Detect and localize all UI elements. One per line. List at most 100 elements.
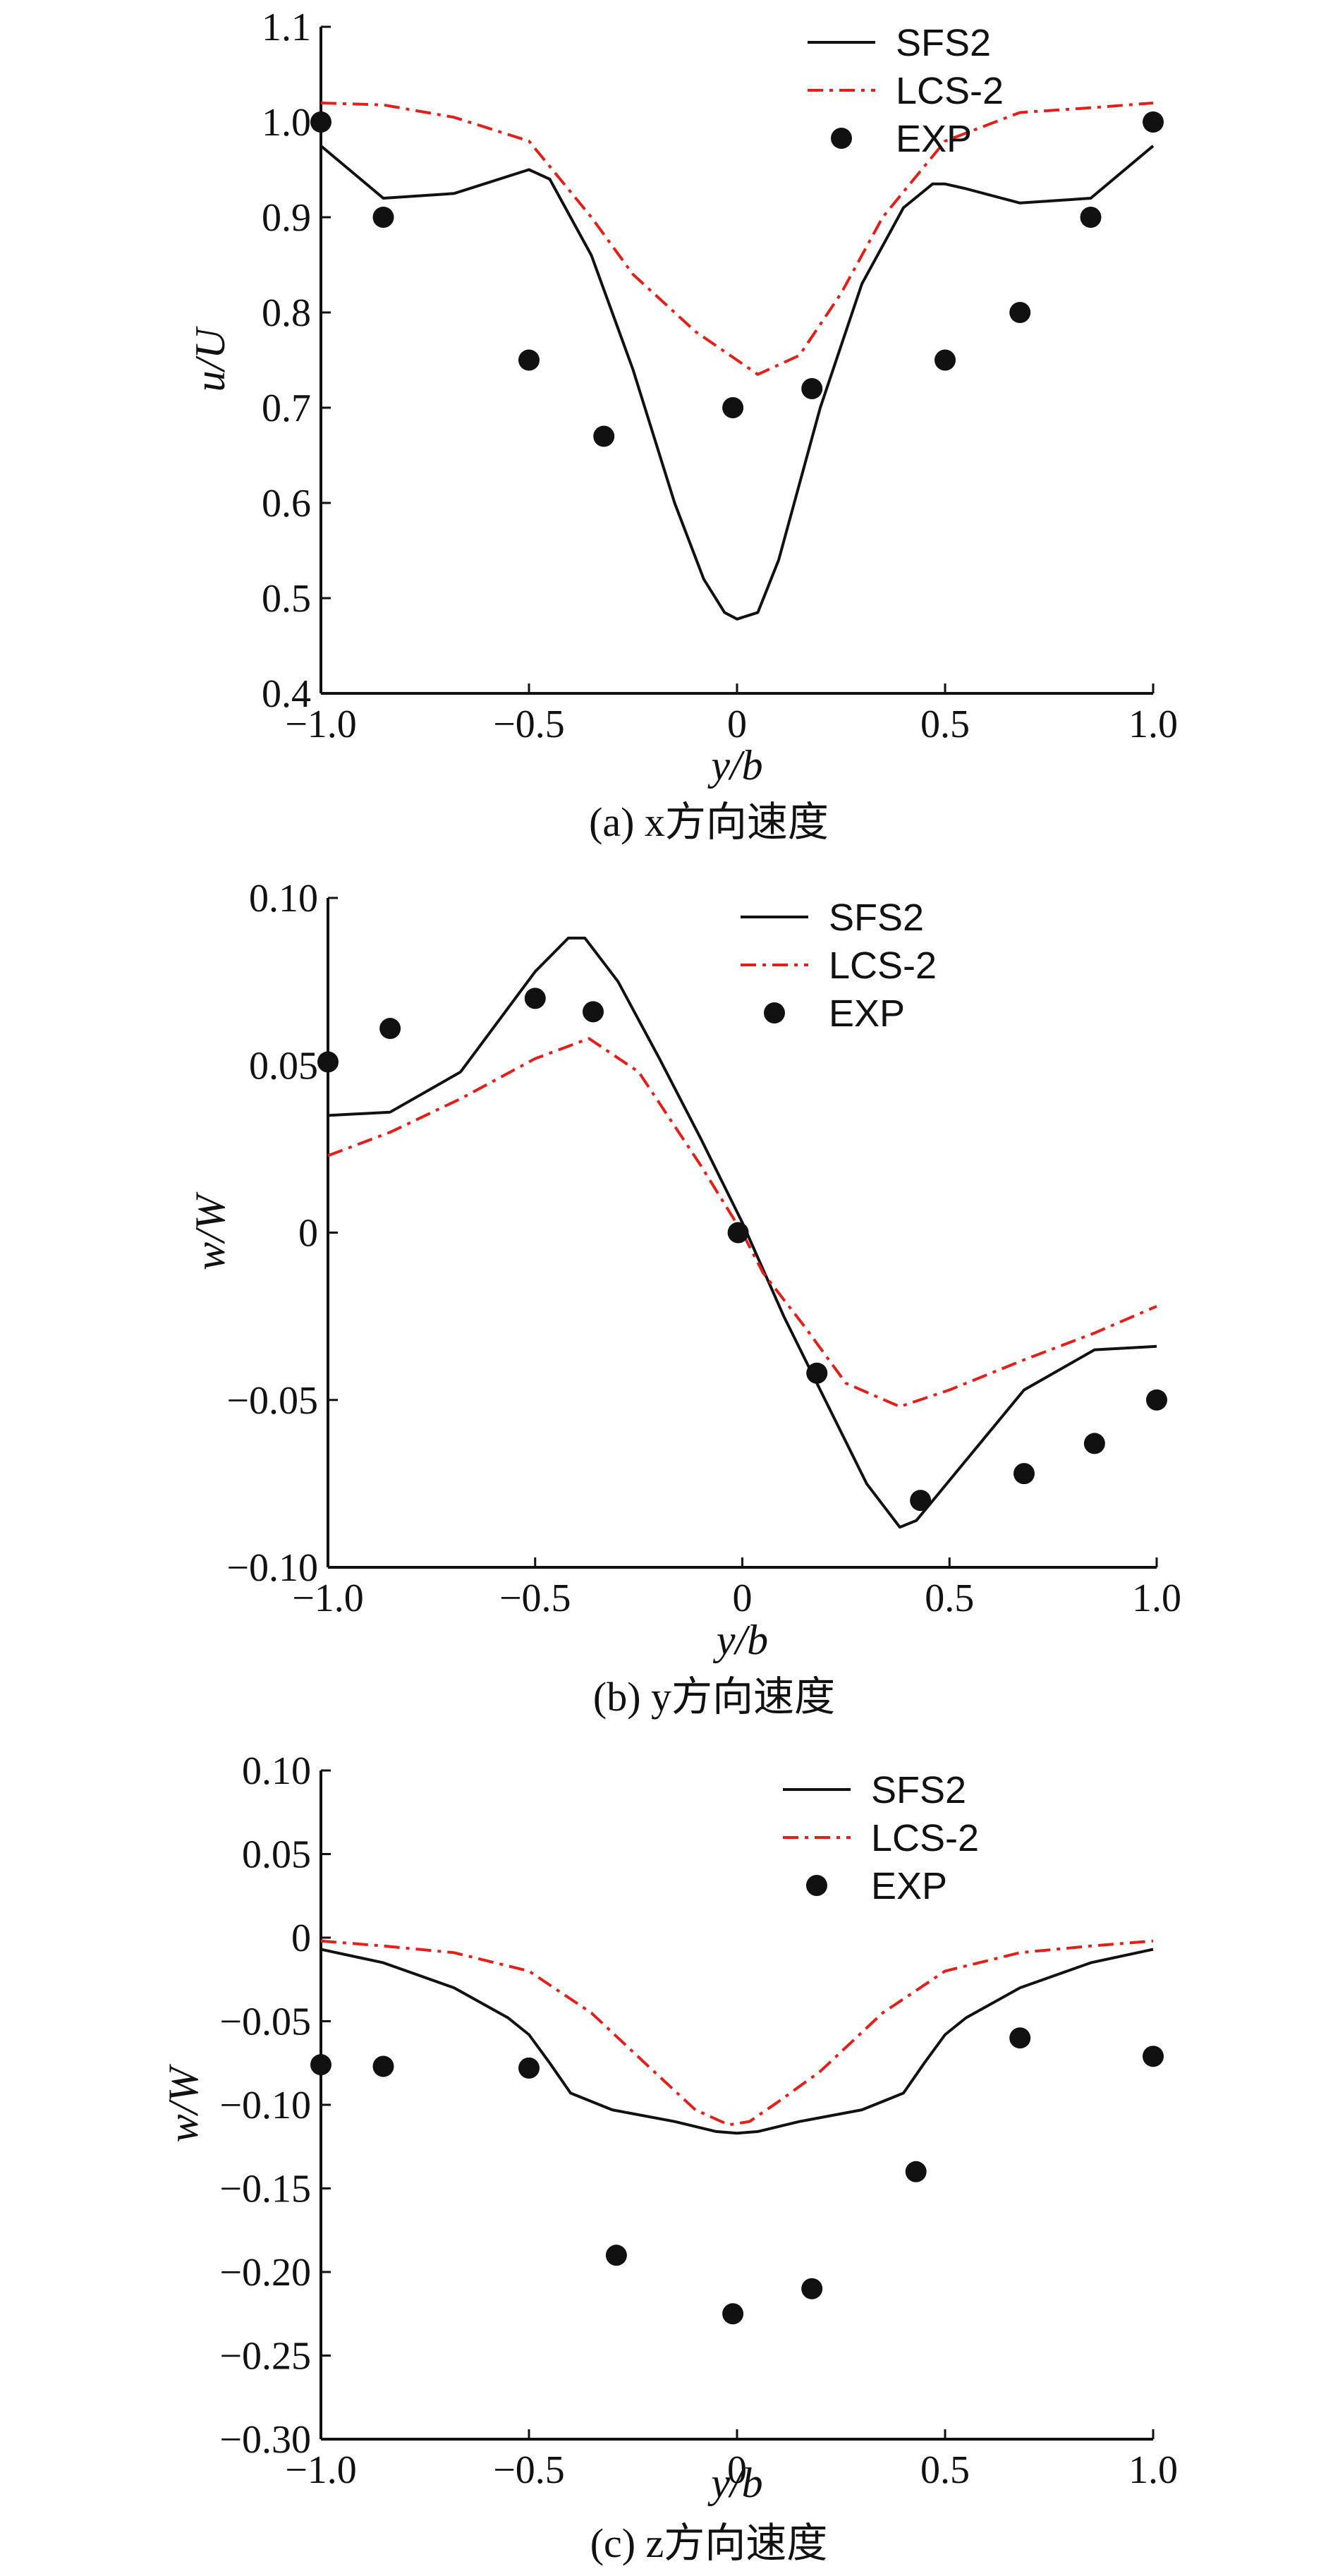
exp-marker: [583, 1001, 604, 1023]
y-tick-label: −0.30: [219, 2418, 311, 2462]
legend-lcs-2-label: LCS-2: [829, 944, 937, 987]
legend-sfs2-label: SFS2: [871, 1769, 966, 1811]
exp-marker: [317, 1051, 339, 1073]
x-tick-label: 0.5: [920, 703, 970, 746]
y-tick-label: 0.7: [262, 387, 311, 430]
legend: SFS2 LCS-2 EXP: [741, 897, 937, 1035]
y-tick-label: −0.15: [219, 2168, 311, 2211]
legend-sfs2-label: SFS2: [829, 897, 924, 939]
exp-marker: [1143, 2046, 1164, 2067]
legend-exp-label: EXP: [871, 1865, 947, 1907]
exp-marker: [605, 2244, 627, 2266]
y-tick-label: 1.0: [262, 101, 311, 145]
y-tick-label: 0: [291, 1916, 311, 1960]
exp-marker: [372, 207, 394, 228]
y-tick-label: 0.8: [262, 291, 311, 335]
y-tick-label: 0.6: [262, 482, 311, 525]
chart-panel-2: −1.0 −0.5 0 0.5 1.0 −0.10 −0.05 0 0.05 0.10 y/b w/W…: [187, 877, 1181, 1720]
legend-exp-swatch: [831, 128, 852, 149]
exp-marker: [727, 1222, 749, 1244]
y-tick-label: 0.05: [249, 1044, 318, 1088]
y-axis-label: w/W: [187, 1191, 233, 1270]
panel-caption: (a) x方向速度: [589, 799, 829, 845]
x-axis-label: y/b: [707, 2460, 762, 2506]
exp-marker: [722, 397, 744, 418]
x-tick-label: 0: [733, 1576, 753, 1620]
x-axis-label: y/b: [712, 1617, 768, 1663]
legend-sfs2-label: SFS2: [896, 22, 991, 64]
y-tick-label: 0.05: [242, 1833, 311, 1877]
y-tick-label: −0.20: [219, 2251, 311, 2295]
legend-exp-swatch: [764, 1002, 785, 1023]
exp-marker: [935, 349, 956, 371]
exp-marker: [801, 378, 823, 399]
legend-exp-label: EXP: [896, 118, 972, 160]
exp-marker: [379, 1018, 401, 1040]
x-tick-label: 1.0: [1132, 1576, 1181, 1620]
x-tick-label: 0: [727, 2448, 747, 2492]
panel-caption: (b) y方向速度: [593, 1674, 835, 1720]
panel-caption: (c) z方向速度: [590, 2520, 828, 2566]
y-tick-label: 0.9: [262, 196, 311, 240]
exp-marker: [1080, 207, 1102, 228]
x-tick-label: 0: [727, 703, 747, 746]
legend: SFS2 LCS-2 EXP: [808, 22, 1004, 160]
y-axis-label: u/U: [187, 326, 233, 392]
x-tick-label: 0.5: [925, 1576, 974, 1620]
sfs2-line: [327, 936, 1157, 1529]
legend-lcs-2-label: LCS-2: [896, 70, 1004, 112]
exp-marker: [910, 1490, 932, 1512]
exp-marker: [593, 425, 615, 447]
x-tick-label: −0.5: [493, 703, 565, 746]
lcs-2-line: [320, 102, 1154, 376]
sfs2-line: [320, 1948, 1154, 2135]
exp-marker: [372, 2055, 394, 2077]
exp-marker: [905, 2161, 927, 2182]
exp-marker: [806, 1362, 828, 1384]
sfs2-line: [319, 145, 1155, 621]
legend-lcs-2-label: LCS-2: [871, 1817, 979, 1859]
chart-panel-1: −1.0 −0.5 0 0.5 1.0 0.4 0.5 0.6 0.7 0.8 0.9 1.0 1.1 y…: [187, 6, 1178, 845]
exp-marker: [1143, 111, 1164, 133]
legend: SFS2 LCS-2 EXP: [783, 1769, 979, 1907]
y-tick-label: 0: [298, 1212, 318, 1256]
y-tick-label: −0.05: [226, 1379, 318, 1423]
x-tick-label: −1.0: [285, 2448, 357, 2492]
exp-marker: [1009, 2027, 1031, 2049]
exp-marker: [722, 2303, 744, 2325]
y-tick-label: 1.1: [262, 6, 311, 49]
legend-exp-label: EXP: [829, 992, 905, 1035]
x-tick-label: 0.5: [920, 2448, 970, 2492]
y-tick-label: −0.10: [226, 1546, 318, 1590]
y-tick-label: 0.5: [262, 577, 311, 621]
x-tick-label: −1.0: [285, 703, 357, 746]
x-tick-label: 1.0: [1128, 2448, 1178, 2492]
exp-marker: [310, 2054, 331, 2076]
y-tick-label: −0.05: [219, 2000, 311, 2044]
y-tick-label: 0.10: [249, 877, 318, 921]
chart-panel-3: −1.0 −0.5 0 0.5 1.0 −0.30 −0.25 −0.20 −0.15 −0.10…: [160, 1749, 1178, 2566]
x-axis-label: y/b: [707, 742, 762, 789]
exp-marker: [524, 988, 546, 1009]
exp-marker: [1014, 1463, 1035, 1485]
y-tick-label: −0.10: [219, 2084, 311, 2127]
y-tick-label: −0.25: [219, 2335, 311, 2378]
y-axis-label: w/W: [160, 2064, 207, 2143]
y-tick-label: 0.10: [242, 1749, 311, 1793]
x-tick-label: −0.5: [493, 2448, 565, 2492]
exp-marker: [518, 2057, 540, 2079]
exp-marker: [518, 349, 540, 371]
exp-marker: [310, 111, 331, 133]
exp-marker: [1009, 302, 1031, 323]
exp-marker: [801, 2278, 823, 2299]
exp-marker: [1083, 1433, 1105, 1454]
legend-exp-swatch: [806, 1875, 827, 1896]
y-tick-label: 0.4: [262, 672, 311, 716]
lcs-2-line: [327, 1037, 1157, 1409]
x-tick-label: −1.0: [292, 1576, 364, 1620]
lcs-2-line: [320, 1939, 1154, 2127]
exp-marker: [1146, 1389, 1167, 1411]
x-tick-label: 1.0: [1128, 703, 1178, 746]
x-tick-label: −0.5: [499, 1576, 571, 1620]
